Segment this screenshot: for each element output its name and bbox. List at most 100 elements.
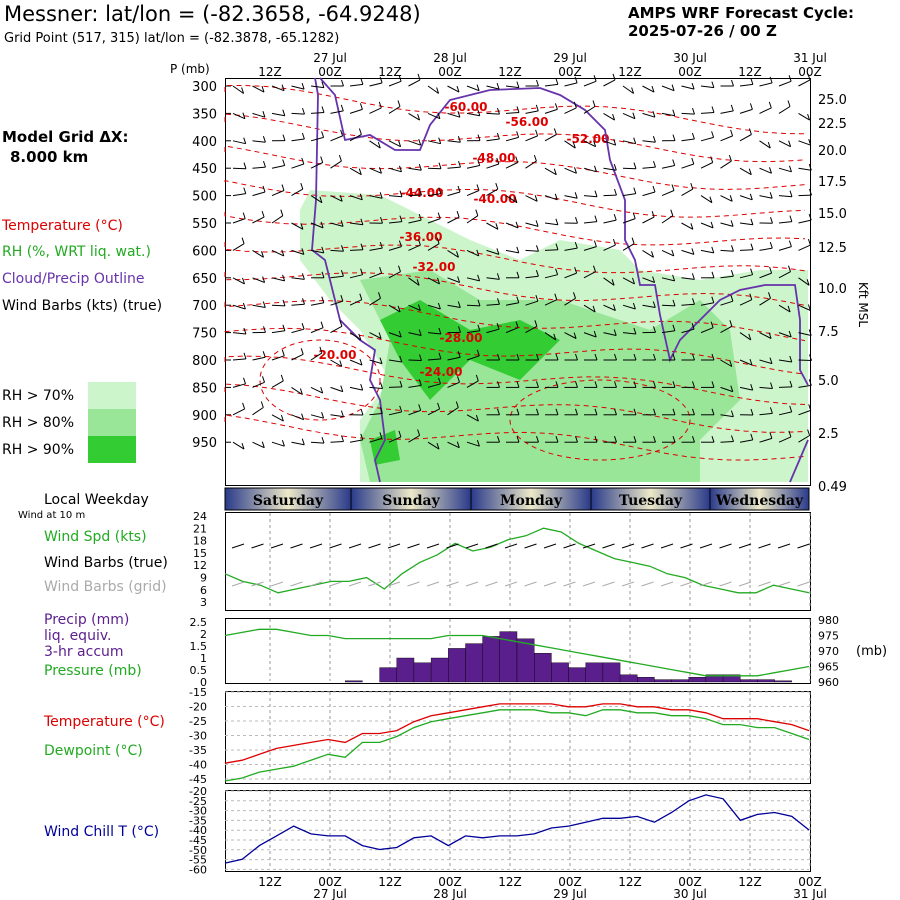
temperature-contour [224,113,806,163]
rh90-label: RH > 90% [2,442,75,458]
wind-barb [739,249,754,251]
wind-barb-flag [360,433,364,441]
surface-wind-barb [504,543,518,549]
wind-barb [447,216,460,224]
bottom-date-label: 31 Jul [793,887,827,900]
wind-barb [349,439,363,443]
wind-barb [369,412,383,416]
wind-barb-flag [769,266,773,274]
surface-wind-barb [446,543,459,549]
wind-barb [291,163,304,169]
wind-barb [447,112,461,118]
wind-barb-flag [359,193,363,200]
wind-barb [700,112,715,114]
wind-barb-flag [651,210,655,218]
precip-tick: 1.5 [190,640,208,653]
wind-barb [759,359,773,365]
pressure-tick-right: 960 [818,676,839,689]
temperature-contour-label: -20.00 [314,348,357,362]
wind-barb [720,386,733,393]
wind-barb [271,380,284,388]
surface-wind-barb [231,543,245,549]
wind-barb-flag [477,109,481,116]
legend-cloud-outline: Cloud/Precip Outline [2,271,145,287]
wind-barb-flag [262,301,266,308]
wind-barb-flag [282,324,286,331]
wind-barb-flag [788,430,792,438]
wind-chill-tick: -20 [189,785,207,798]
wind-barb [388,195,403,198]
grid-wind-barb [407,581,420,587]
top-time-tick: 00Z [678,65,702,79]
wind-barb-flag [301,132,305,140]
wind-barb [291,414,304,421]
wind-barb-flag [769,357,773,364]
wind-barb-flag [418,164,422,171]
wind-barb [778,359,792,363]
wind-barb [583,195,598,198]
grid-wind-barb [738,581,752,587]
wind-barb-flag [614,353,617,361]
wind-barb-flag [379,407,383,414]
wind-barb [505,85,519,89]
wind-barb-flag [320,321,324,328]
wind-barb-flag [399,165,402,172]
wind-barb [681,328,695,334]
surface-wind-barb [543,543,557,549]
wind-barb [349,274,363,279]
wind-barb-flag [653,436,656,443]
wind-barb [486,163,499,169]
wind-chill-tick: -55 [189,854,207,867]
pressure-tick: 400 [192,135,217,150]
wind-barb-flag [262,376,265,383]
surface-wind-barb [621,543,635,549]
grid-wind-barb [563,581,576,587]
wind-barb-flag [398,240,402,247]
wind-barb [603,304,616,311]
wind-barb [798,112,810,121]
wind-barb-flag [281,349,285,356]
wind-barb-flag [496,248,500,255]
wind-barb [583,167,597,173]
wind-barb-flag [476,349,480,356]
grid-wind-barb [465,581,479,587]
wind-barb-flag [457,276,461,283]
wind-barb [291,328,305,334]
wind-barb-flag [787,305,791,313]
wind-barb-flag [263,326,266,333]
wind-barb-flag [789,405,793,413]
wind-barb [291,277,305,280]
wind-barb [778,140,791,148]
wind-barb [447,381,460,388]
wind-barb-flag [691,323,695,330]
wind-barb [271,215,284,224]
wind-barb [369,195,383,199]
bottom-time-tick: 12Z [498,875,522,889]
wind-speed-tick: 6 [200,584,207,597]
wind-barb-flag [768,332,772,339]
wind-barb [720,249,734,252]
wind-barb [271,165,285,169]
wind-barb [369,247,383,251]
wind-barb-flag [709,196,713,203]
wind-barb [330,160,342,169]
wind-speed-tick: 24 [193,510,207,523]
pressure-label: Pressure (mb) [44,663,142,679]
top-time-tick: 00Z [798,65,822,79]
wind-barb-flag [243,137,247,144]
wind-barb [798,409,811,416]
precip-bar [551,662,569,683]
wind-barb [642,249,654,258]
wind-barb [232,243,245,251]
wind-barb-flag [633,353,637,361]
wind-barb-flag [809,354,812,361]
wind-barb-flag [574,76,578,84]
wind-barb [349,332,362,341]
wind-barb-flag [808,329,812,336]
wind-barb-flag [515,321,519,328]
wind-barb-flag [533,154,537,162]
pressure-tick: 300 [192,80,217,95]
wind-barb-flag [339,320,343,327]
wind-barb [544,249,559,251]
wind-barb-flag [339,360,343,367]
